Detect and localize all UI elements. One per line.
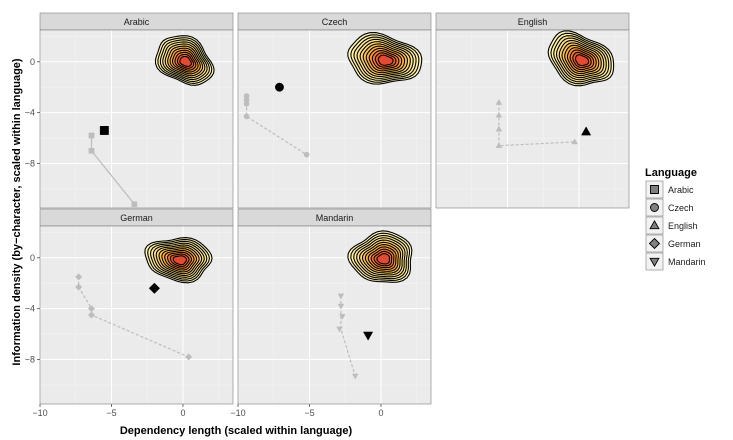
real-point (275, 82, 284, 92)
panel-border (237, 29, 432, 209)
panel-strip-label: Mandarin (316, 213, 354, 223)
x-tick-label: −10 (32, 408, 47, 418)
baseline-point (337, 303, 345, 310)
density-contour (574, 54, 590, 67)
facet-panels: Arabic Czech English German Mandarin (39, 12, 630, 405)
baseline-point (337, 293, 345, 300)
legend-label: Czech (668, 203, 694, 213)
density-contours (144, 237, 213, 284)
baseline-point (571, 138, 578, 145)
panel-czech: Czech (237, 12, 432, 209)
legend-item-mandarin: Mandarin (645, 252, 706, 271)
y-tick-label: −8 (25, 159, 35, 169)
panel-border (237, 225, 432, 405)
legend-symbol (649, 219, 660, 230)
baseline-point (495, 98, 503, 105)
legend-symbol (648, 237, 661, 250)
x-tick-label: −5 (106, 408, 116, 418)
real-point (363, 331, 374, 341)
baseline-point (243, 113, 250, 120)
legend-item-german: German (645, 234, 701, 253)
legend-label: Mandarin (668, 257, 706, 267)
y-tick-label: −4 (25, 108, 35, 118)
real-point (99, 125, 109, 135)
baseline-point (88, 132, 95, 139)
panel-strip-label: Czech (322, 17, 348, 27)
baseline-point (87, 311, 96, 319)
baseline-point (131, 201, 138, 208)
density-contours (347, 230, 413, 283)
legend: Language Arabic Czech English German Mandari… (645, 167, 706, 271)
y-tick-label: −4 (25, 304, 35, 314)
legend-item-english: English (645, 216, 698, 235)
density-contours (547, 30, 615, 87)
density-contours (347, 32, 423, 85)
legend-symbol (649, 257, 660, 268)
panel-border (39, 225, 234, 405)
legend-symbol (650, 203, 659, 212)
panel-mandarin: Mandarin (237, 208, 432, 405)
panel-english: English (435, 12, 630, 209)
baseline-line (246, 97, 307, 156)
panel-border (39, 29, 234, 209)
panel-german: German (39, 208, 234, 405)
density-contours (154, 35, 215, 86)
legend-symbol (650, 185, 659, 194)
baseline-point (495, 125, 503, 132)
panel-arabic: Arabic (39, 12, 234, 209)
baseline-line (340, 295, 356, 377)
baseline-point (495, 111, 503, 118)
legend-label: Arabic (668, 185, 694, 195)
y-tick-label: 0 (30, 253, 35, 263)
x-tick-label: 0 (378, 408, 383, 418)
baseline-point (303, 151, 310, 158)
baseline-point (336, 326, 343, 333)
x-tick-label: −5 (304, 408, 314, 418)
density-contour (376, 253, 391, 265)
legend-title: Language (645, 167, 697, 179)
panel-border (435, 29, 630, 209)
axes: 0 −4 −8 0 −4 −8 −10 −5 0 −10 −5 0 (25, 57, 384, 418)
x-tick-label: 0 (180, 408, 185, 418)
baseline-point (339, 313, 346, 320)
legend-item-czech: Czech (645, 198, 694, 217)
baseline-point (88, 147, 95, 154)
y-axis-title: Information density (by−character, scale… (11, 58, 23, 365)
baseline-point (74, 273, 83, 281)
density-contour (179, 55, 192, 67)
x-axis-title: Dependency length (scaled within languag… (120, 425, 353, 437)
baseline-point (185, 353, 193, 361)
legend-item-arabic: Arabic (645, 180, 694, 199)
baseline-point (74, 283, 83, 291)
x-tick-label: −10 (230, 408, 245, 418)
density-contour (172, 255, 188, 266)
real-point (148, 282, 160, 294)
baseline-point (495, 142, 503, 149)
y-tick-label: 0 (30, 57, 35, 67)
baseline-point (351, 373, 359, 380)
legend-label: German (668, 239, 701, 249)
baseline-point (243, 100, 250, 107)
panel-strip-label: English (518, 17, 548, 27)
density-contour (377, 54, 394, 66)
panel-strip-label: German (120, 213, 153, 223)
legend-label: English (668, 221, 698, 231)
real-point (581, 126, 592, 136)
panel-strip-label: Arabic (124, 17, 150, 27)
y-tick-label: −8 (25, 355, 35, 365)
